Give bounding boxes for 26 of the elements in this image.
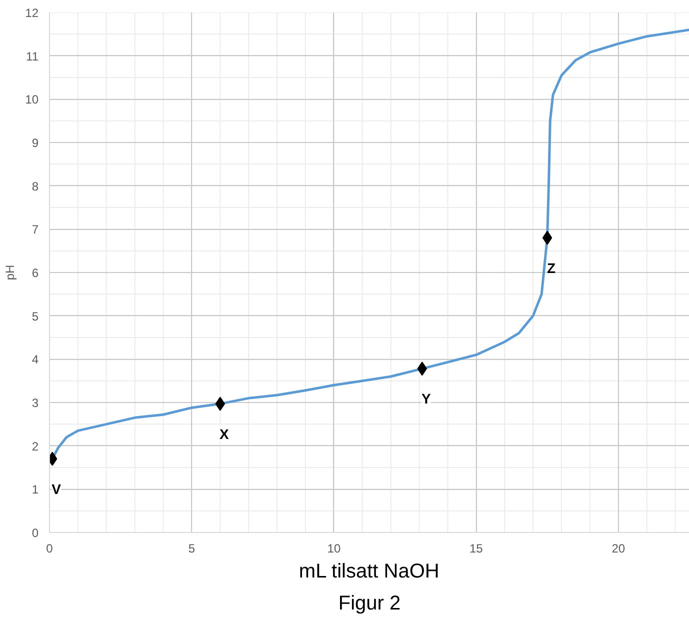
y-tick-label: 2	[32, 439, 39, 454]
y-tick-label: 7	[32, 222, 39, 237]
point	[542, 230, 552, 245]
y-tick-label: 10	[25, 92, 39, 107]
x-tick-label: 5	[188, 542, 196, 556]
y-tick-label: 4	[32, 352, 39, 367]
y-axis-title: pH	[3, 264, 18, 280]
x-tick-label: 10	[327, 542, 341, 556]
y-tick-label: 3	[32, 396, 39, 410]
annotation: V	[52, 480, 62, 497]
y-tick-label: 12	[25, 6, 39, 20]
annotation: X	[220, 426, 230, 442]
x-tick-label: 20	[612, 542, 626, 556]
annotation: Y	[421, 390, 432, 407]
y-tick-label: 0	[32, 526, 39, 540]
y-tick-label: 9	[32, 136, 39, 150]
x-axis-title: mL tilsatt NaOH	[298, 560, 440, 582]
y-tick-label: 5	[32, 309, 39, 324]
annotation: Z	[547, 260, 556, 276]
y-tick-label: 11	[26, 49, 39, 64]
y-tick-label: 8	[32, 179, 39, 194]
y-tick-label: 1	[32, 482, 39, 497]
y-tick-label: 6	[32, 266, 39, 280]
x-tick-label: 15	[469, 542, 484, 556]
text: Figur 2	[338, 592, 401, 614]
x-tick-label: 0	[46, 542, 54, 556]
